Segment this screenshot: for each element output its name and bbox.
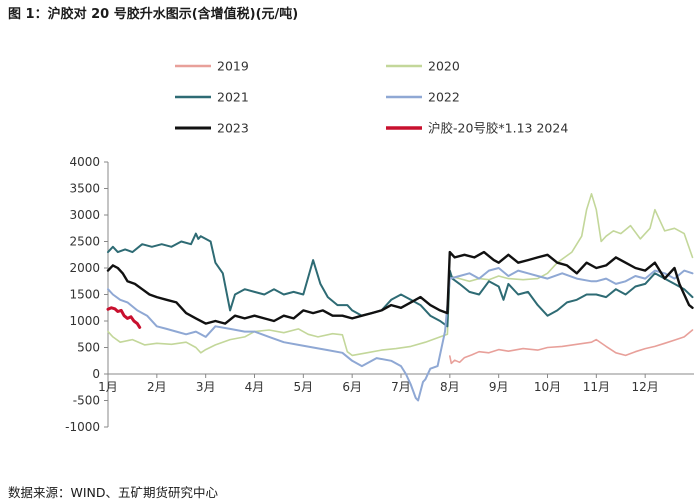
y-tick-label: 3000 [69, 208, 100, 222]
y-tick-label: 3500 [69, 182, 100, 196]
y-tick-label: 4000 [69, 155, 100, 169]
legend-item: 2022 [386, 90, 460, 105]
y-tick-label: 0 [92, 367, 100, 381]
series-line-20-1-13-2024 [106, 306, 142, 329]
legend-label: 2023 [217, 121, 249, 136]
y-tick-label: 2500 [69, 235, 100, 249]
series-line-2019 [448, 329, 694, 365]
x-tick-label: 3月 [196, 380, 216, 394]
legend-item: 沪胶-20号胶*1.13 2024 [386, 121, 568, 136]
series-layer [106, 193, 694, 402]
x-tick-label: 10月 [534, 380, 561, 394]
x-tick-label: 2月 [147, 380, 167, 394]
x-tick-label: 11月 [583, 380, 610, 394]
legend-item: 2023 [175, 121, 249, 136]
y-tick-label: -1000 [65, 420, 100, 434]
x-tick-label: 6月 [342, 380, 362, 394]
x-axis: 1月 2月 3月 4月 5月 6月 7月 8月 9月 10月 11月 12月 [98, 373, 694, 394]
series-line-2023 [106, 250, 694, 325]
legend-item: 2019 [175, 59, 249, 74]
data-source-note: 数据来源：WIND、五矿期货研究中心 [8, 485, 219, 500]
legend-label: 2019 [217, 59, 249, 74]
x-tick-label: 5月 [294, 380, 314, 394]
chart-title: 图 1：沪胶对 20 号胶升水图示(含增值税)(元/吨) [8, 7, 299, 22]
y-axis: -1000 -500 0 500 1000 1500 2000 2500 3000 3500 400… [65, 155, 109, 434]
legend-item: 2020 [386, 59, 460, 74]
x-tick-label: 9月 [489, 380, 509, 394]
x-tick-label: 4月 [245, 380, 265, 394]
x-tick-label: 8月 [440, 380, 460, 394]
y-tick-label: 2000 [69, 261, 100, 275]
legend: 2019 2020 2021 2022 2023 沪胶-20号胶*1.13 2024 [175, 59, 568, 136]
legend-label: 2021 [217, 90, 249, 105]
y-tick-label: 500 [77, 341, 100, 355]
legend-label: 沪胶-20号胶*1.13 2024 [428, 121, 568, 136]
x-tick-label: 12月 [632, 380, 659, 394]
legend-label: 2022 [428, 90, 460, 105]
x-tick-label: 1月 [98, 380, 118, 394]
y-tick-label: 1000 [69, 314, 100, 328]
y-tick-label: -500 [73, 394, 100, 408]
legend-item: 2021 [175, 90, 249, 105]
legend-label: 2020 [428, 59, 460, 74]
series-line-2022 [107, 267, 694, 402]
x-tick-label: 7月 [391, 380, 411, 394]
y-tick-label: 1500 [69, 288, 100, 302]
